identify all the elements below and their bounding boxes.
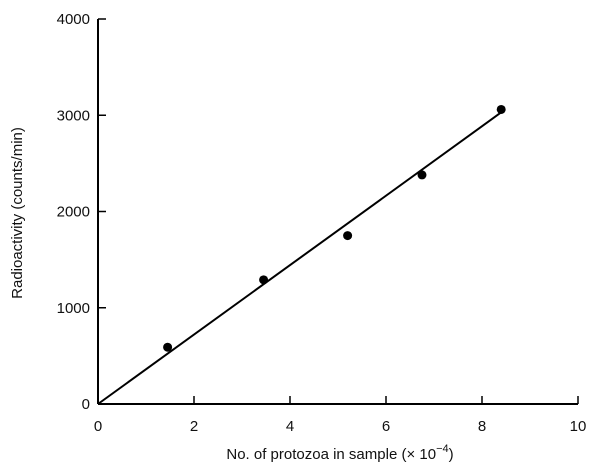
x-tick-label: 8 [478, 418, 486, 435]
x-axis-title-times: × [406, 446, 415, 463]
x-tick-label: 10 [570, 418, 587, 435]
ticks [97, 18, 579, 405]
x-axis-title-exponent: −4 [436, 443, 449, 455]
x-axis-title-close: ) [449, 446, 454, 463]
data-points [163, 104, 506, 352]
x-axis-title: No. of protozoa in sample (× 10−4) [226, 443, 453, 463]
x-axis-title-main: No. of protozoa in sample ( [226, 446, 406, 463]
tick-labels: 0 2 4 6 8 10 0 1000 2000 3000 4000 [57, 11, 587, 435]
y-tick-label: 0 [82, 396, 90, 413]
data-point [417, 170, 427, 180]
x-tick-label: 2 [190, 418, 198, 435]
x-tick-label: 6 [382, 418, 390, 435]
fit-group [97, 111, 502, 405]
y-tick-label: 1000 [57, 300, 90, 317]
y-axis-title: Radioactivity (counts/min) [9, 127, 26, 299]
data-point [496, 104, 506, 114]
x-tick-label: 0 [94, 418, 102, 435]
y-tick-label: 4000 [57, 11, 90, 28]
x-tick-label: 4 [286, 418, 294, 435]
y-tick-label: 2000 [57, 204, 90, 221]
y-tick-label: 3000 [57, 107, 90, 124]
data-point [163, 342, 173, 352]
data-point [343, 231, 353, 241]
x-axis-title-base: 10 [415, 446, 436, 463]
fit-line [97, 111, 502, 405]
data-point [259, 275, 269, 285]
